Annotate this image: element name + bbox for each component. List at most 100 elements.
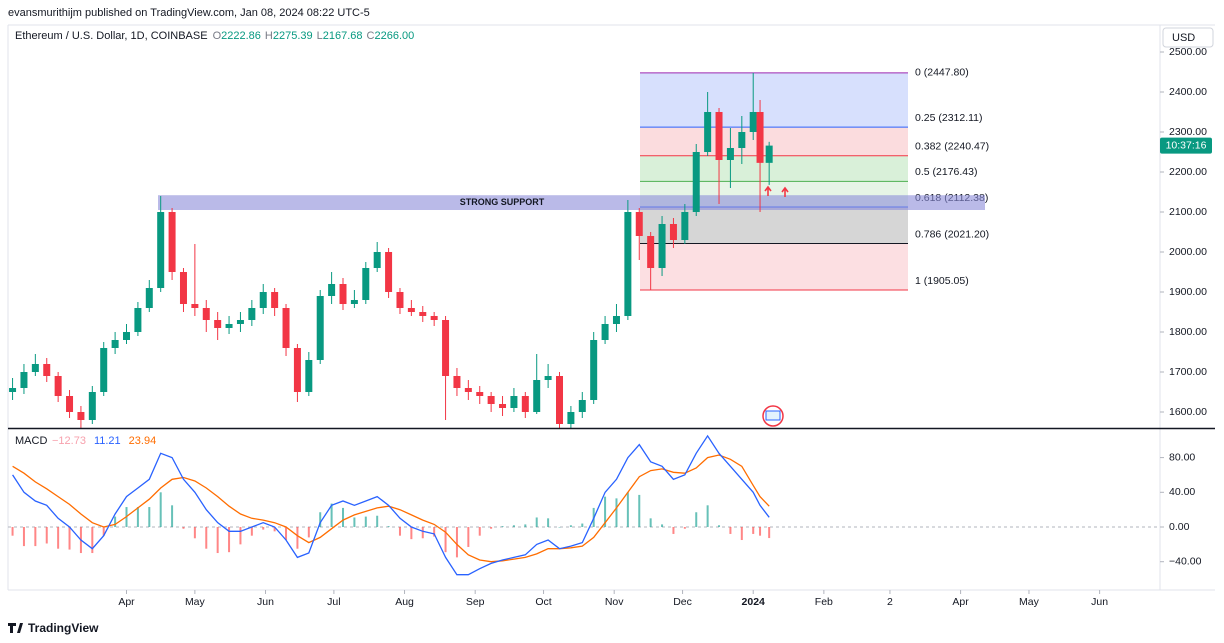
candle-body <box>385 252 393 292</box>
histogram-bar <box>752 527 755 534</box>
candle-body <box>31 364 39 372</box>
histogram-bar <box>34 527 37 547</box>
y-tick-label: 1600.00 <box>1169 406 1207 418</box>
candle-body <box>293 348 301 392</box>
y-tick-label: 2100.00 <box>1169 206 1207 218</box>
y-tick-label: 2300.00 <box>1169 126 1207 138</box>
ohlc-key: C <box>367 30 375 42</box>
fib-zone <box>640 72 908 128</box>
histogram-bar <box>558 527 561 528</box>
symbol-line: Ethereum / U.S. Dollar, 1D, COINBASE O222… <box>15 30 414 42</box>
histogram-bar <box>376 515 379 528</box>
histogram-bar <box>136 507 139 528</box>
macd-legend-value: −12.73 <box>52 435 86 447</box>
candle-body <box>225 324 233 328</box>
fib-zone <box>640 243 908 290</box>
histogram-bar <box>216 527 219 554</box>
y-tick-label: 2000.00 <box>1169 246 1207 258</box>
fib-zone <box>640 127 908 156</box>
histogram-bar <box>547 518 550 528</box>
candle-body <box>373 252 381 268</box>
x-tick-label: Jul <box>327 596 340 608</box>
candle-body <box>704 112 712 152</box>
macd-line <box>12 434 770 576</box>
x-tick-label: Sep <box>466 596 485 608</box>
candle-body <box>396 292 404 308</box>
x-tick-label: Apr <box>118 596 135 608</box>
candle-body <box>305 360 313 392</box>
x-tick-label: 2024 <box>742 596 766 608</box>
histogram-bar <box>330 503 333 528</box>
histogram-bar <box>768 527 771 539</box>
histogram-bar <box>695 512 698 528</box>
histogram-bar <box>353 517 356 528</box>
candle-body <box>453 376 461 388</box>
histogram-bar <box>159 492 162 528</box>
candle-body <box>362 268 370 300</box>
candle-body <box>556 376 564 424</box>
fib-label: 0.382 (2240.47) <box>915 141 989 153</box>
candle-body <box>669 224 677 240</box>
footer-brand: TradingView <box>28 621 99 635</box>
countdown: 10:37:16 <box>1166 139 1207 151</box>
candle-body <box>77 412 85 420</box>
fib-label: 0.5 (2176.43) <box>915 166 977 178</box>
histogram-bar <box>68 527 71 550</box>
histogram-bar <box>319 512 322 528</box>
histogram-bar <box>398 527 401 536</box>
candle-body <box>442 320 450 376</box>
candle-body <box>601 324 609 340</box>
histogram-bar <box>285 527 288 541</box>
y-tick-label: 0.00 <box>1169 521 1190 533</box>
histogram-bar <box>262 527 265 530</box>
histogram-bar <box>478 527 481 536</box>
currency-box[interactable] <box>1162 27 1214 48</box>
y-tick-label: 2400.00 <box>1169 86 1207 98</box>
histogram-bar <box>364 516 367 528</box>
signal-line <box>12 454 770 563</box>
histogram-bar <box>467 527 470 547</box>
x-tick-label: Jun <box>1091 596 1108 608</box>
candle-body <box>350 300 358 304</box>
candle-body <box>499 404 507 408</box>
candle-body <box>179 272 187 304</box>
histogram-bar <box>45 527 48 544</box>
publisher-note: evansmurithijm published on TradingView.… <box>8 7 370 19</box>
candle-body <box>145 288 153 308</box>
candle-body <box>134 308 142 332</box>
histogram-bar <box>729 527 732 534</box>
fib-zone <box>640 207 908 244</box>
ohlc-value: 2266.00 <box>374 30 414 42</box>
histogram-bar <box>193 527 196 539</box>
macd-legend-value: 11.21 <box>94 435 121 447</box>
price-pane: 1600.00 1700.00 1800.00 1900.00 2000.00 2100.… <box>9 46 1207 428</box>
y-tick-label: 1900.00 <box>1169 286 1207 298</box>
fib-zone <box>640 155 908 182</box>
candle-body <box>168 212 176 272</box>
histogram-bar <box>205 527 208 549</box>
candle-body <box>476 392 484 396</box>
candle-body <box>191 304 199 308</box>
histogram-bar <box>581 523 584 528</box>
histogram-bar <box>433 527 436 537</box>
candle-body <box>521 396 529 412</box>
histogram-bar <box>626 492 629 528</box>
histogram-bar <box>273 527 276 532</box>
candle-body <box>54 376 62 396</box>
candle-body <box>715 112 723 160</box>
y-tick-label: 2200.00 <box>1169 166 1207 178</box>
histogram-bar <box>683 527 686 529</box>
currency[interactable]: USD <box>1172 32 1195 44</box>
candle-body <box>248 308 256 320</box>
histogram-bar <box>512 525 515 528</box>
histogram-bar <box>250 527 253 536</box>
histogram-bar <box>410 527 413 540</box>
x-tick-label: May <box>1019 596 1040 608</box>
x-tick-label: Nov <box>605 596 624 608</box>
histogram-bar <box>342 507 345 528</box>
symbol: Ethereum / U.S. Dollar, 1D, COINBASE <box>15 30 208 42</box>
ohlc-key: H <box>265 30 273 42</box>
histogram-bar <box>11 527 14 536</box>
histogram-bar <box>718 525 721 528</box>
